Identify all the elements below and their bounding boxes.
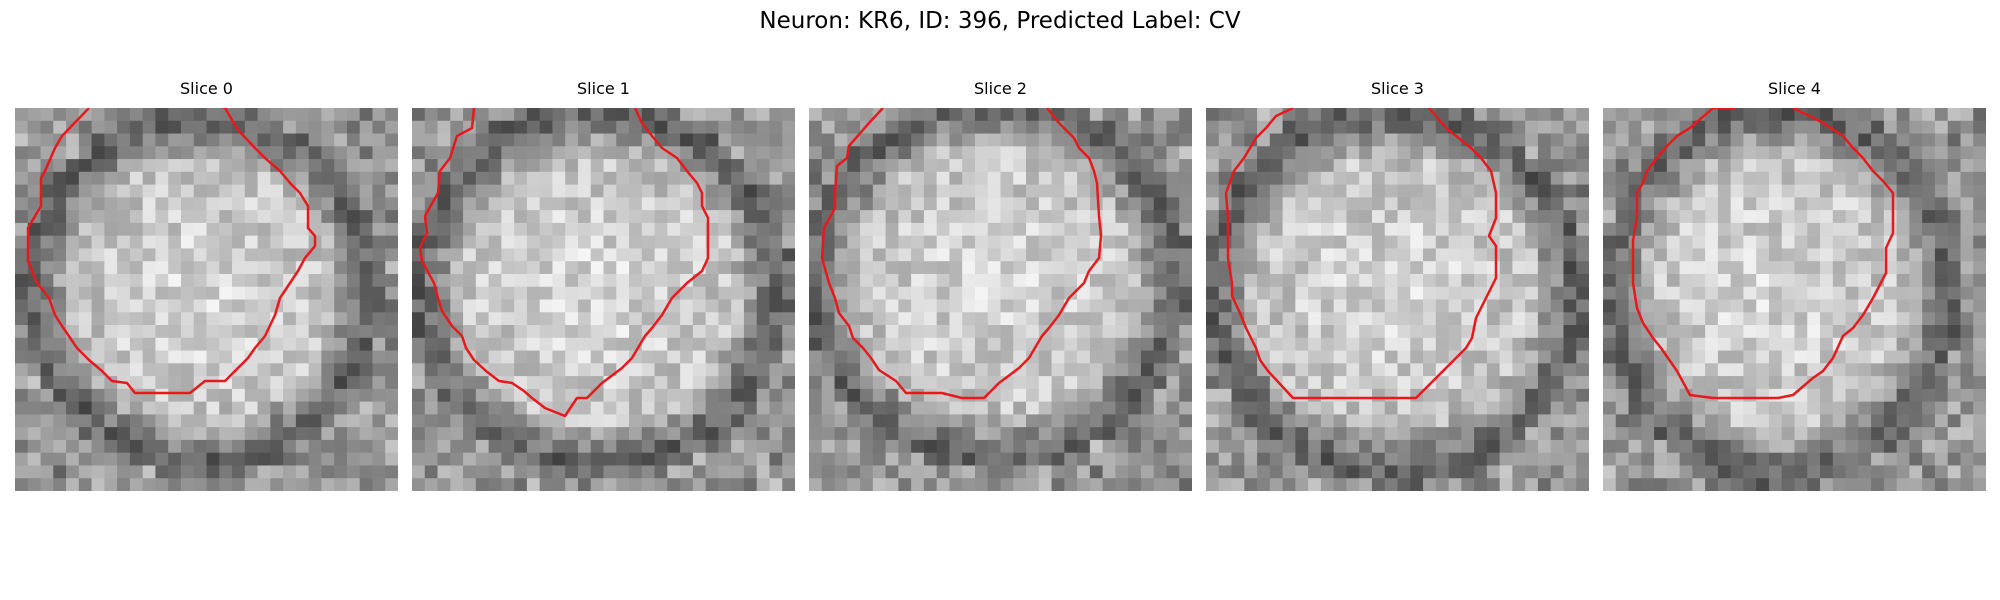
- figure-title: Neuron: KR6, ID: 396, Predicted Label: C…: [759, 8, 1241, 34]
- slice-title: Slice 3: [1371, 79, 1424, 98]
- slice-title: Slice 4: [1768, 79, 1821, 98]
- segmentation-contour: [26, 108, 317, 395]
- segmentation-contour: [1224, 108, 1498, 400]
- slice-image-3: [1206, 108, 1589, 491]
- slice-panel-0: Slice 0: [15, 79, 398, 491]
- slice-panel-3: Slice 3: [1206, 79, 1589, 491]
- slice-title: Slice 2: [974, 79, 1027, 98]
- slice-image-4: [1603, 108, 1986, 491]
- slice-panel-4: Slice 4: [1603, 79, 1986, 491]
- segmentation-contour: [1631, 108, 1895, 400]
- slice-panel-2: Slice 2: [809, 79, 1192, 491]
- segmentation-contour: [418, 108, 710, 418]
- slice-title: Slice 0: [180, 79, 233, 98]
- slice-image-0: [15, 108, 398, 491]
- slice-image-1: [412, 108, 795, 491]
- slice-image-2: [809, 108, 1192, 491]
- segmentation-contour: [820, 108, 1103, 400]
- slice-panel-1: Slice 1: [412, 79, 795, 491]
- slice-title: Slice 1: [577, 79, 630, 98]
